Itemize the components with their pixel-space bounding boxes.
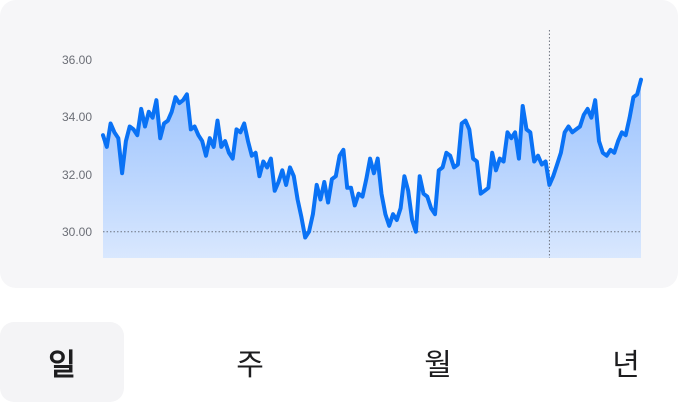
price-chart-card[interactable]: 36.00 34.00 32.00 30.00 [0,0,678,288]
series-line [101,77,643,240]
y-tick-label: 30.00 [62,225,92,239]
tab-label: 주 [236,348,264,383]
period-tab-bar: 일 주 월 년 [0,322,690,402]
price-area-chart[interactable]: 36.00 34.00 32.00 30.00 [0,0,678,288]
tab-month[interactable]: 월 [376,322,500,402]
tab-label: 월 [424,348,452,383]
y-tick-label: 36.00 [62,53,92,67]
tab-day[interactable]: 일 [0,322,124,402]
tab-week[interactable]: 주 [188,322,312,402]
tab-label: 년 [612,348,640,383]
y-tick-label: 32.00 [62,168,92,182]
y-axis-ticks: 36.00 34.00 32.00 30.00 [62,53,92,239]
y-tick-label: 34.00 [62,110,92,124]
tab-year[interactable]: 년 [564,322,688,402]
tab-label: 일 [48,348,76,383]
